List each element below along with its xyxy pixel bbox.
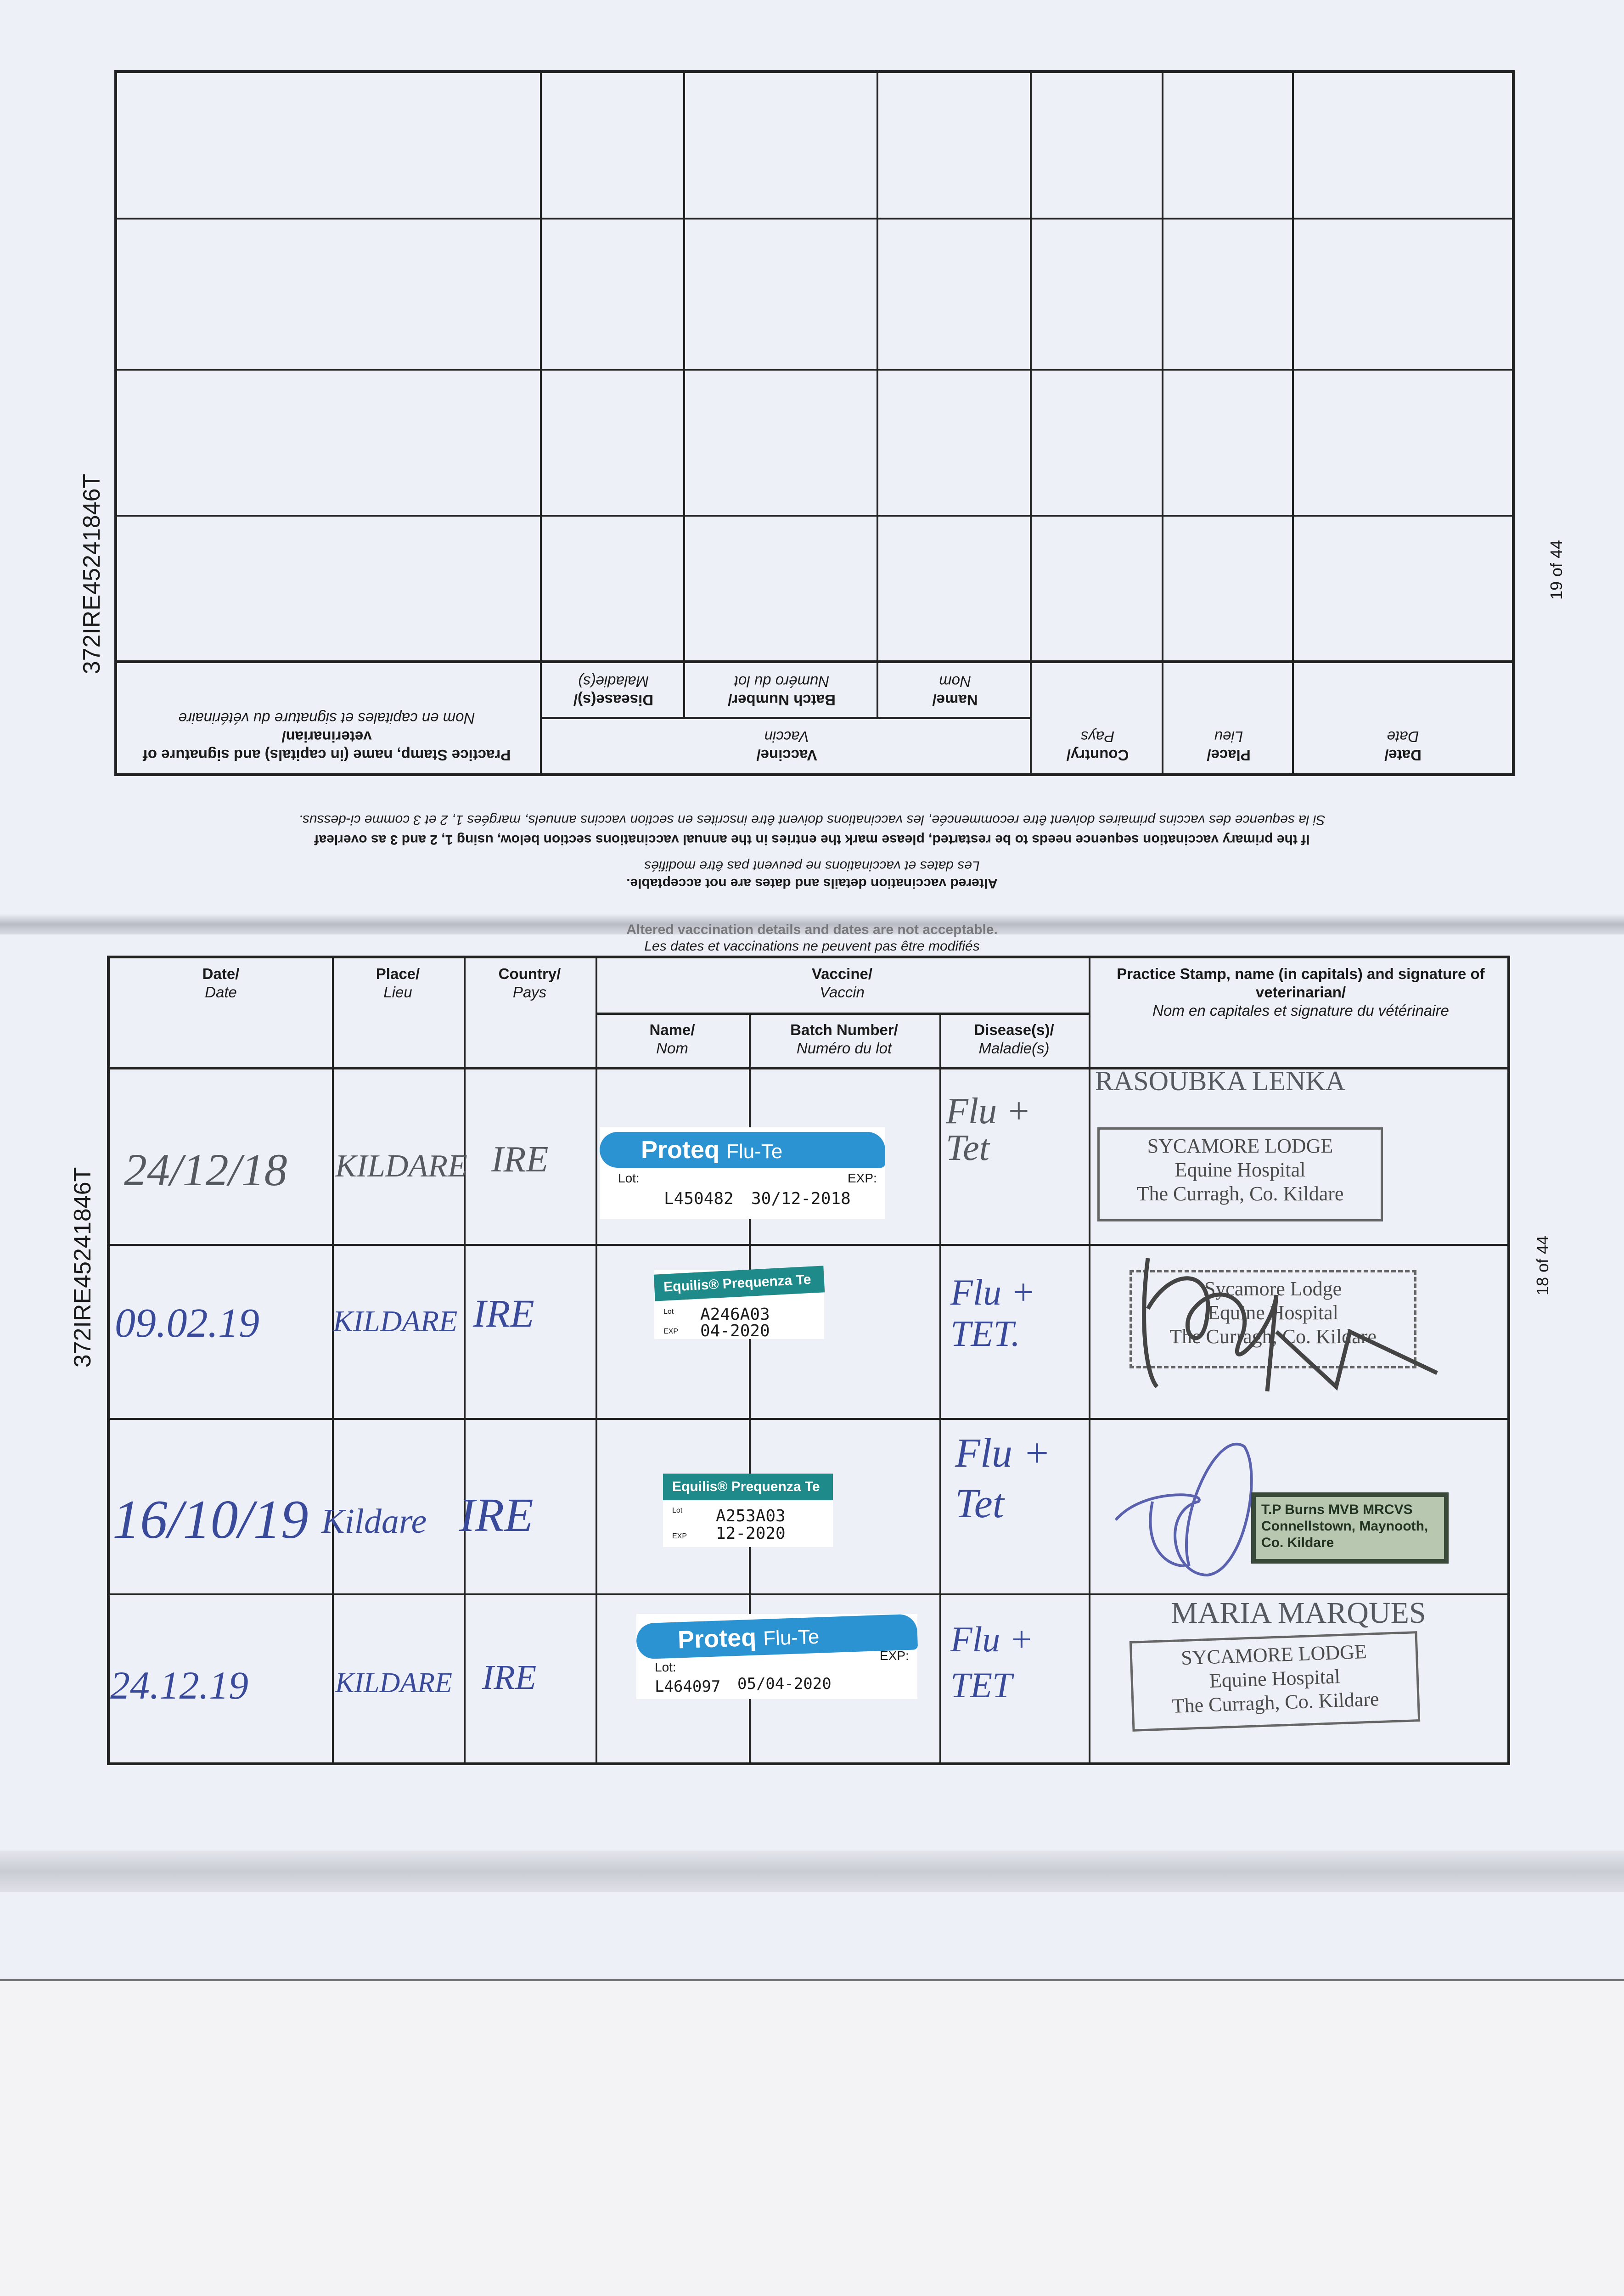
altered-notice: Altered vaccination details and dates ar… bbox=[626, 876, 998, 891]
scanner-edge-line bbox=[0, 1979, 1624, 1981]
header-practice: Practice Stamp, name (in capitals) and s… bbox=[1117, 965, 1485, 1019]
restart-notice: If the primary vaccination sequence need… bbox=[314, 832, 1310, 847]
entry-4-vaccine-sticker: Proteq Flu-Te Lot: EXP: L464097 05/04-20… bbox=[635, 1614, 918, 1699]
header-name: Name/Nom bbox=[932, 673, 978, 709]
header-date: Date/Date bbox=[1384, 728, 1422, 764]
entry-1-vaccine-sticker: Proteq Flu-Te Lot: EXP: L450482 30/12-20… bbox=[600, 1127, 885, 1219]
entry-4-practice-stamp: SYCAMORE LODGE Equine Hospital The Curragh… bbox=[1129, 1631, 1421, 1732]
entry-2-diseases: Flu + TET. bbox=[950, 1272, 1036, 1354]
header-disease: Disease(s)/Maladie(s) bbox=[573, 673, 654, 709]
altered-notice-bottom: Altered vaccination details and dates ar… bbox=[626, 922, 998, 937]
entry-2-exp: 04-2020 bbox=[700, 1322, 770, 1340]
entry-3-exp: 12-2020 bbox=[716, 1524, 786, 1543]
entry-4-diseases: Flu + TET bbox=[950, 1619, 1034, 1705]
scanner-edge-band bbox=[0, 1851, 1624, 1892]
entry-4-place: KILDARE bbox=[335, 1667, 452, 1699]
entry-4-date: 24.12.19 bbox=[110, 1663, 248, 1707]
altered-notice-fr: Les dates et vaccinations ne peuvent pas… bbox=[644, 858, 980, 873]
header-name: Name/Nom bbox=[649, 1021, 695, 1057]
entry-2-lot: A246A03 bbox=[700, 1305, 770, 1324]
entry-3-lot: A253A03 bbox=[716, 1507, 786, 1525]
entry-3-vaccine-sticker: Equilis® Prequenza Te Lot EXP A253A03 12… bbox=[663, 1474, 833, 1547]
header-place: Place/Lieu bbox=[1207, 728, 1251, 764]
entry-1-place: KILDARE bbox=[335, 1148, 467, 1184]
header-batch: Batch Number/Numéro du lot bbox=[728, 673, 836, 709]
entry-1-vet-name: RASOUBKA LENKA bbox=[1095, 1066, 1346, 1096]
vaccination-table-empty: Date/Date Place/Lieu Country/Pays Vaccin… bbox=[114, 70, 1515, 776]
entry-2-country: IRE bbox=[473, 1291, 534, 1335]
header-vaccine: Vaccine/Vaccin bbox=[811, 965, 873, 1001]
entry-1-practice-stamp: SYCAMORE LODGE Equine Hospital The Curragh… bbox=[1097, 1127, 1383, 1221]
entry-3-country: IRE bbox=[459, 1489, 534, 1542]
top-page-serial: 372IRE45241846T bbox=[79, 473, 105, 675]
entry-1-date: 24/12/18 bbox=[124, 1144, 287, 1195]
entry-2-vaccine-sticker: Equilis® Prequenza Te Lot EXP A246A03 04… bbox=[653, 1266, 825, 1340]
entry-2-date: 09.02.19 bbox=[115, 1300, 259, 1346]
header-batch: Batch Number/Numéro du lot bbox=[790, 1021, 898, 1057]
equilis-brand-bar: Equilis® Prequenza Te bbox=[653, 1266, 825, 1301]
entry-1-country: IRE bbox=[491, 1139, 549, 1180]
entry-1-exp: 30/12-2018 bbox=[751, 1189, 851, 1208]
altered-notice-fr-bottom: Les dates et vaccinations ne peuvent pas… bbox=[644, 939, 980, 954]
header-vaccine: Vaccine/Vaccin bbox=[756, 728, 817, 764]
page-fold-shadow bbox=[0, 914, 1624, 934]
entry-2-place: KILDARE bbox=[333, 1305, 458, 1338]
header-practice: Practice Stamp, name (in capitals) and s… bbox=[142, 710, 511, 764]
vaccination-table: Date/Date Place/Lieu Country/Pays Vaccin… bbox=[107, 956, 1510, 1765]
entry-3-place: Kildare bbox=[321, 1502, 427, 1541]
header-date: Date/Date bbox=[202, 965, 240, 1001]
header-country: Country/Pays bbox=[498, 965, 561, 1001]
entry-2-signature bbox=[1142, 1258, 1438, 1392]
header-place: Place/Lieu bbox=[376, 965, 420, 1001]
top-page-number: 19 of 44 bbox=[1547, 540, 1566, 600]
entry-1-lot: L450482 bbox=[664, 1189, 734, 1208]
entry-4-country: IRE bbox=[482, 1658, 537, 1697]
header-country: Country/Pays bbox=[1066, 728, 1129, 764]
bottom-page-serial: 372IRE45241846T bbox=[69, 1167, 96, 1368]
entry-4-exp: 05/04-2020 bbox=[737, 1675, 832, 1693]
entry-4-vet-name: MARIA MARQUES bbox=[1171, 1596, 1426, 1630]
entry-3-practice-stamp: T.P Burns MVB MRCVS Connellstown, Maynoot… bbox=[1251, 1492, 1449, 1564]
entry-3-signature bbox=[1114, 1442, 1253, 1577]
entry-4-lot: L464097 bbox=[655, 1677, 721, 1696]
entry-3-diseases: Flu + Tet bbox=[955, 1430, 1051, 1526]
proteq-brand-bar: Proteq Flu-Te bbox=[600, 1132, 885, 1168]
equilis-brand-bar: Equilis® Prequenza Te bbox=[663, 1474, 833, 1500]
lower-blank-area bbox=[0, 1981, 1624, 2296]
header-disease: Disease(s)/Maladie(s) bbox=[974, 1021, 1054, 1057]
proteq-brand-bar: Proteq Flu-Te bbox=[635, 1614, 918, 1660]
top-page-rotated: Altered vaccination details and dates ar… bbox=[0, 0, 1624, 918]
entry-3-date: 16/10/19 bbox=[112, 1489, 309, 1550]
entry-1-diseases: Flu + Tet bbox=[946, 1091, 1031, 1168]
restart-notice-fr: Si la sequence des vaccins primaires doi… bbox=[298, 812, 1326, 827]
bottom-page-number: 18 of 44 bbox=[1533, 1235, 1552, 1296]
